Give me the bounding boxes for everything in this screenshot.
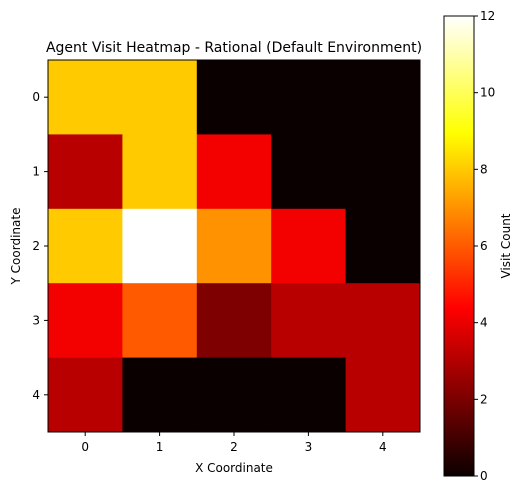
colorbar <box>443 15 475 477</box>
x-tick-label: 3 <box>305 440 313 454</box>
colorbar-tick-label: 2 <box>480 392 488 406</box>
heatmap-cell-r1-c2 <box>196 134 272 210</box>
colorbar-tick-label: 0 <box>480 469 488 483</box>
heatmap-cell-r4-c0 <box>48 357 123 433</box>
heatmap-cell-r0-c4 <box>345 60 421 135</box>
x-axis-label: X Coordinate <box>195 461 273 475</box>
chart-title: Agent Visit Heatmap - Rational (Default … <box>46 40 422 56</box>
heatmap-cell-r2-c2 <box>196 208 272 284</box>
heatmap-cell-r1-c1 <box>122 134 198 210</box>
colorbar-tick-label: 8 <box>480 162 488 176</box>
y-tick-label: 3 <box>32 313 40 327</box>
heatmap-cell-r1-c3 <box>271 134 347 210</box>
colorbar-tick-label: 4 <box>480 316 488 330</box>
y-tick-label: 4 <box>32 388 40 402</box>
y-tick-label: 0 <box>32 90 40 104</box>
y-tick-label: 1 <box>32 165 40 179</box>
heatmap-cell-r3-c3 <box>271 283 347 359</box>
heatmap-cells <box>48 60 421 433</box>
x-axis-ticks: 0 1 2 3 4 <box>81 432 387 454</box>
heatmap-cell-r4-c1 <box>122 357 198 433</box>
heatmap-cell-r2-c0 <box>48 208 123 284</box>
colorbar-label: Visit Count <box>499 213 513 278</box>
heatmap-cell-r4-c2 <box>196 357 272 433</box>
heatmap-cell-r4-c4 <box>345 357 421 433</box>
y-tick-label: 2 <box>32 239 40 253</box>
heatmap-cell-r3-c4 <box>345 283 421 359</box>
colorbar-tick-label: 10 <box>480 86 495 100</box>
heatmap-cell-r0-c2 <box>196 60 272 135</box>
heatmap-cell-r1-c4 <box>345 134 421 210</box>
heatmap-cell-r3-c2 <box>196 283 272 359</box>
x-tick-label: 1 <box>156 440 164 454</box>
heatmap-cell-r4-c3 <box>271 357 347 433</box>
x-tick-label: 4 <box>379 440 387 454</box>
heatmap-cell-r0-c1 <box>122 60 198 135</box>
heatmap-cell-r0-c3 <box>271 60 347 135</box>
heatmap-cell-r2-c4 <box>345 208 421 284</box>
colorbar-tick-label: 12 <box>480 9 495 23</box>
colorbar-tick-label: 6 <box>480 239 488 253</box>
x-tick-label: 2 <box>230 440 238 454</box>
y-axis-ticks: 0 1 2 3 4 <box>32 90 48 402</box>
y-axis-label: Y Coordinate <box>9 208 23 286</box>
colorbar-ticks: 0 2 4 6 8 10 12 <box>474 9 495 483</box>
x-tick-label: 0 <box>81 440 89 454</box>
heatmap-cell-r0-c0 <box>48 60 123 135</box>
heatmap-cell-r1-c0 <box>48 134 123 210</box>
heatmap-cell-r3-c1 <box>122 283 198 359</box>
heatmap-cell-r2-c3 <box>271 208 347 284</box>
heatmap-cell-r3-c0 <box>48 283 123 359</box>
heatmap-cell-r2-c1 <box>122 208 198 284</box>
